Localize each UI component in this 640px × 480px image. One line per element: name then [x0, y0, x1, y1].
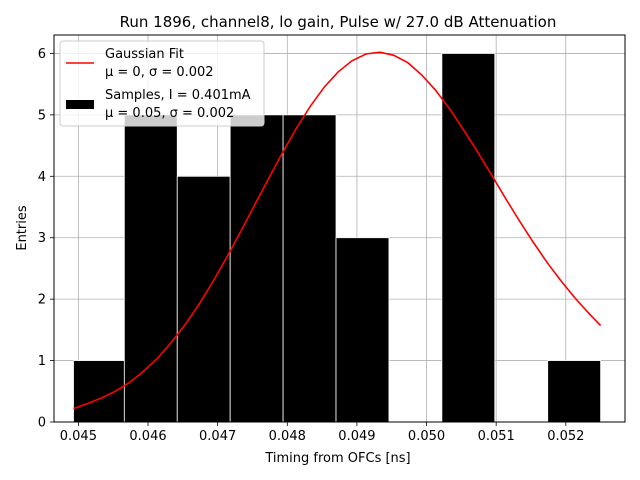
gaussian-fit-curve	[73, 51, 602, 410]
histogram-bar	[441, 53, 496, 423]
y-tick-label: 6	[38, 47, 46, 62]
legend-samples-label: Samples, I = 0.401mA	[105, 88, 251, 103]
legend-samples-swatch	[66, 100, 94, 109]
histogram-bar	[176, 175, 231, 423]
plot-frame	[53, 34, 626, 423]
x-tick-label: 0.047	[199, 429, 236, 444]
x-tick-label: 0.045	[60, 429, 97, 444]
histogram-bar	[229, 114, 284, 423]
x-tick-label: 0.052	[547, 429, 584, 444]
x-tick-label: 0.050	[408, 429, 445, 444]
legend-box	[59, 40, 265, 127]
y-tick-label: 4	[38, 170, 46, 185]
histogram-bar	[282, 114, 337, 423]
y-tick-label: 1	[38, 354, 46, 369]
y-tick-label: 3	[38, 231, 46, 246]
legend: Gaussian Fit μ = 0, σ = 0.002 Samples, I…	[59, 40, 265, 127]
chart-title: Run 1896, channel8, lo gain, Pulse w/ 27…	[120, 13, 557, 31]
x-tick-label: 0.049	[338, 429, 375, 444]
fit-line	[73, 51, 602, 410]
legend-fit-label: Gaussian Fit	[105, 47, 184, 62]
histogram-bar	[123, 114, 178, 423]
x-tick-label: 0.051	[478, 429, 515, 444]
x-tick-label: 0.048	[269, 429, 306, 444]
y-tick-label: 2	[38, 293, 46, 308]
x-tick-label: 0.046	[129, 429, 166, 444]
legend-fit-stats: μ = 0, σ = 0.002	[105, 65, 214, 80]
legend-samples-stats: μ = 0.05, σ = 0.002	[105, 106, 234, 121]
histogram-bar	[547, 360, 602, 423]
y-tick-label: 5	[38, 108, 46, 123]
y-axis-ticks: 0 1 2 3 4 5 6	[38, 47, 54, 431]
histogram-bar	[335, 237, 390, 423]
x-axis-label: Timing from OFCs [ns]	[264, 451, 410, 466]
histogram-bars	[73, 53, 602, 423]
x-axis-ticks: 0.045 0.046 0.047 0.048 0.049 0.050 0.051 0.052	[60, 422, 584, 444]
y-axis-label: Entries	[15, 205, 30, 251]
y-tick-label: 0	[38, 416, 46, 431]
